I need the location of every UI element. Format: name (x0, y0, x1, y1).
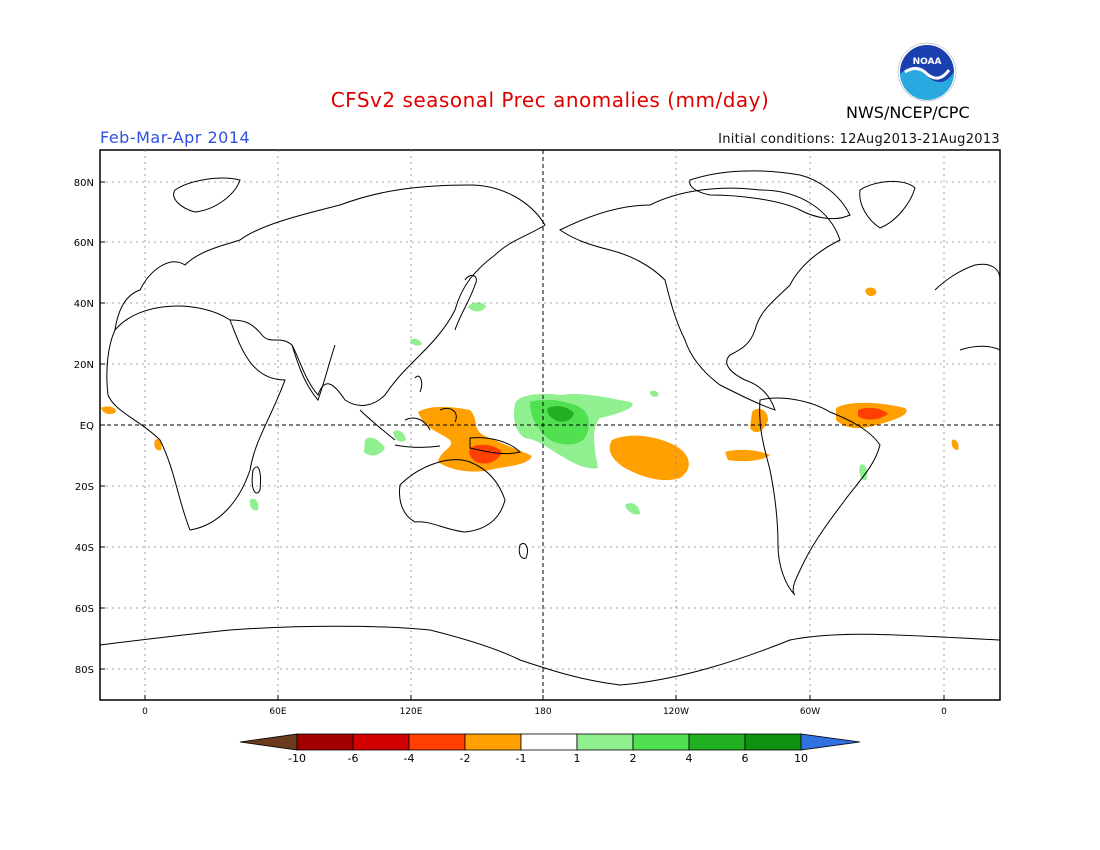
colorbar-label: -1 (516, 752, 527, 765)
orange-region-west-africa (101, 406, 116, 415)
map-gridlines (100, 150, 1000, 700)
green-region-indian-ocean-2 (393, 430, 406, 442)
coast-eurasia (114, 184, 546, 406)
coast-indonesia (359, 375, 457, 448)
lon-tick-label: 120E (400, 707, 423, 717)
lat-tick-label: EQ (80, 421, 94, 432)
green-region-west-pacific-2 (410, 338, 422, 346)
colorbar-arrow-low (239, 733, 298, 751)
orange-region-south-pacific (609, 435, 689, 481)
coast-greenland (859, 181, 916, 229)
coast-scandinavia (173, 177, 241, 213)
orange-region-east-atlantic (951, 439, 959, 450)
colorbar-segment (352, 733, 410, 751)
map-title: CFSv2 seasonal Prec anomalies (mm/day) (330, 88, 770, 112)
colorbar-segment (520, 733, 578, 751)
colorbar-label: 1 (574, 752, 581, 765)
noaa-logo-icon: NOAA (897, 42, 957, 102)
green-region-central-pacific-core (530, 399, 589, 445)
logo-text: NOAA (913, 57, 942, 67)
orange-region-north-atlantic (865, 287, 877, 297)
initial-conditions-label: Initial conditions: 12Aug2013-21Aug2013 (718, 132, 1000, 147)
orange-region-south-america (750, 408, 768, 433)
lon-tick-label: 120W (663, 707, 689, 717)
coast-arctic-islands (689, 170, 851, 220)
coast-india (291, 344, 336, 401)
lon-tick-label: 0 (142, 707, 148, 717)
green-region-south-pacific (625, 503, 640, 515)
colorbar-label: 10 (794, 752, 808, 765)
coast-australia (399, 459, 506, 533)
colorbar-label: 2 (630, 752, 637, 765)
colorbar-segment (632, 733, 690, 751)
green-region-west-pacific (468, 302, 486, 312)
colorbar-label: 6 (742, 752, 749, 765)
lat-tick-label: 60S (75, 604, 94, 615)
green-region-small (650, 390, 659, 397)
colorbar-segment (576, 733, 634, 751)
orange-region-east-pacific (725, 449, 770, 462)
coast-madagascar (251, 466, 261, 494)
lon-tick-label: 0 (941, 707, 947, 717)
lat-tick-label: 20S (75, 482, 94, 493)
colorbar-arrow-high (800, 733, 861, 751)
colorbar-segment (408, 733, 466, 751)
lon-tick-label: 180 (534, 707, 551, 717)
coastlines (99, 170, 1001, 686)
colorbar-segment (464, 733, 522, 751)
lat-tick-label: 40S (75, 543, 94, 554)
lat-tick-label: 80S (75, 665, 94, 676)
green-region-central-pacific-peak (547, 406, 574, 422)
longitude-tick-labels: 0 60E 120E 180 120W 60W 0 (142, 695, 947, 717)
season-label: Feb-Mar-Apr 2014 (100, 128, 251, 147)
coast-antarctica (99, 625, 1001, 686)
lat-tick-label: 20N (74, 360, 94, 371)
colorbar-label: -4 (404, 752, 415, 765)
coast-europe-east (934, 263, 1001, 351)
colorbar-label: -10 (288, 752, 306, 765)
colorbar-segment (296, 733, 354, 751)
green-region-south-africa (249, 498, 259, 511)
colorbar-label: 4 (686, 752, 693, 765)
orange-region-maritime-continent (418, 406, 532, 472)
orange-region-gulf-of-guinea (154, 439, 162, 451)
lat-tick-label: 80N (74, 178, 94, 189)
coast-south-america (759, 397, 881, 596)
lat-tick-label: 40N (74, 299, 94, 310)
colorbar-segment (744, 733, 802, 751)
red-region-atlantic (858, 407, 888, 420)
green-region-brazil (859, 464, 868, 481)
lon-tick-label: 60E (269, 707, 286, 717)
agency-label: NWS/NCEP/CPC (846, 103, 970, 122)
coast-new-guinea (469, 437, 521, 455)
colorbar-label: -6 (348, 752, 359, 765)
coast-north-america (559, 187, 841, 411)
coast-japan (454, 274, 477, 331)
lon-tick-label: 60W (800, 707, 820, 717)
lat-tick-label: 60N (74, 238, 94, 249)
colorbar-label: -2 (460, 752, 471, 765)
colorbar: -10 -6 -4 -2 -1 1 2 4 6 10 (239, 733, 861, 765)
green-region-indian-ocean (364, 437, 385, 456)
latitude-tick-labels: 80N 60N 40N 20N EQ 20S 40S 60S 80S (74, 178, 105, 676)
colorbar-segment (688, 733, 746, 751)
coast-new-zealand (518, 543, 528, 559)
